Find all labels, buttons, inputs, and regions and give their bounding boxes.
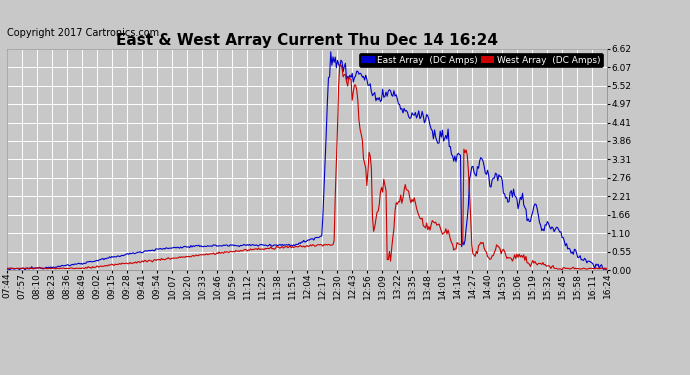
Text: Copyright 2017 Cartronics.com: Copyright 2017 Cartronics.com [7,28,159,38]
Title: East & West Array Current Thu Dec 14 16:24: East & West Array Current Thu Dec 14 16:… [116,33,498,48]
Legend: East Array  (DC Amps), West Array  (DC Amps): East Array (DC Amps), West Array (DC Amp… [359,53,602,67]
